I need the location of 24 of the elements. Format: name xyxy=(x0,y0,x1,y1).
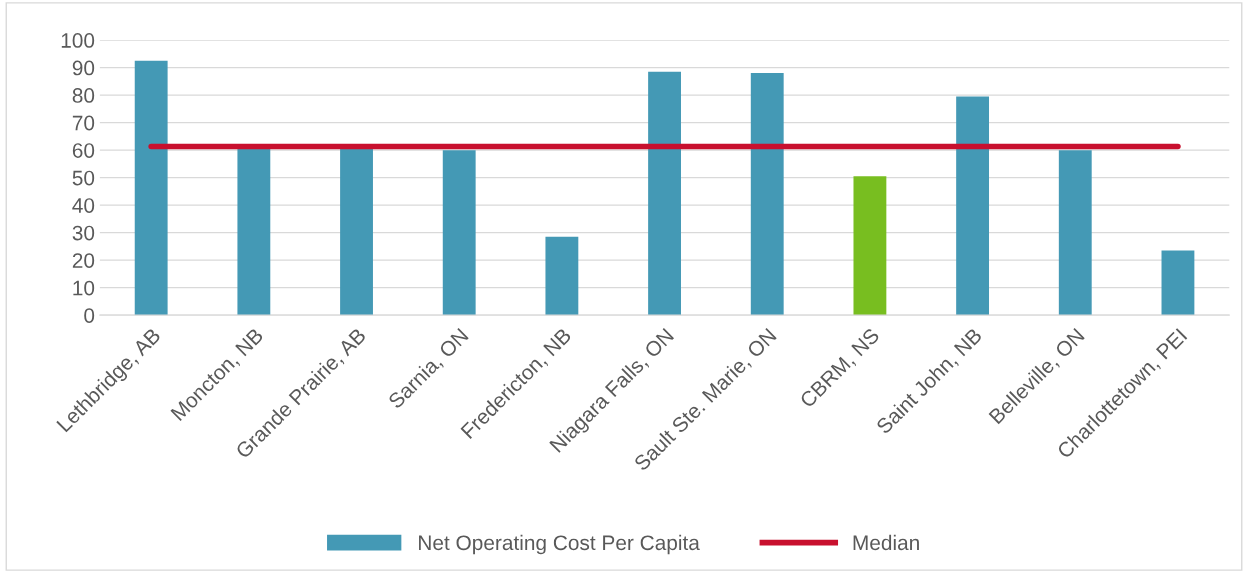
bar xyxy=(340,147,373,316)
y-tick-label: 40 xyxy=(72,198,95,213)
legend-label: Median xyxy=(853,534,919,551)
bar xyxy=(237,147,271,316)
bar xyxy=(134,60,168,316)
y-tick-label: 50 xyxy=(72,170,95,186)
y-tick-label: 60 xyxy=(72,143,95,158)
legend-label: Net Operating Cost Per Capita xyxy=(419,534,700,555)
y-tick-label: 30 xyxy=(72,225,95,241)
y-tick-label: 20 xyxy=(72,253,95,268)
bar xyxy=(750,73,784,316)
y-tick-label: 90 xyxy=(72,60,95,76)
bar xyxy=(1161,250,1195,316)
bar xyxy=(1058,150,1092,316)
y-tick-label: 70 xyxy=(72,115,95,131)
y-tick-label: 100 xyxy=(61,33,95,48)
y-tick-label: 0 xyxy=(84,308,95,323)
bar xyxy=(442,150,476,316)
bar xyxy=(956,96,990,316)
bar xyxy=(648,71,681,316)
y-tick-label: 10 xyxy=(73,280,95,296)
bar xyxy=(545,236,579,316)
y-tick-label: 80 xyxy=(72,88,95,103)
bar xyxy=(853,176,887,316)
